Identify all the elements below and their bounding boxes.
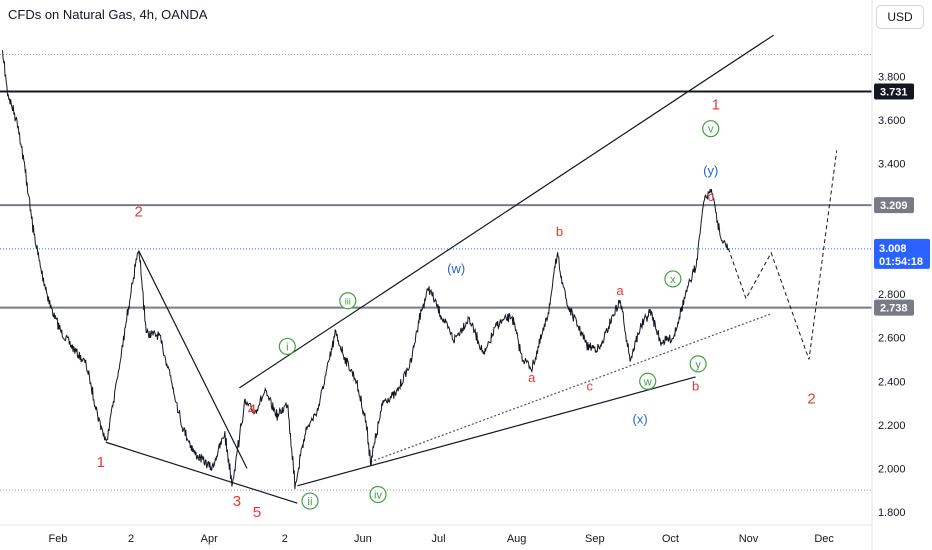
wave-label-5: 5 — [253, 504, 261, 521]
wave-label-1: 1 — [97, 454, 105, 471]
wave-circle-i — [278, 337, 296, 356]
price-series — [2, 50, 729, 490]
wave-circle-ii — [301, 492, 319, 510]
level-tag-label: 2.738 — [880, 303, 908, 315]
wave-label-ii: ii — [308, 496, 313, 508]
wave-label-b: b — [556, 224, 563, 239]
wave-circle-x — [664, 270, 682, 288]
wave-circle-y — [689, 355, 707, 373]
price-tick-label: 2.600 — [878, 333, 906, 345]
wave-label-iii: iii — [345, 297, 351, 307]
wave-label-c: c — [586, 379, 593, 394]
wave-label-a: a — [528, 370, 536, 385]
chart-title: CFDs on Natural Gas, 4h, OANDA — [8, 7, 208, 22]
projection-path — [727, 150, 838, 360]
wave-label-2: 2 — [807, 391, 815, 408]
current-price-label: 3.008 — [879, 243, 907, 255]
trendline-lower-wedge — [105, 441, 298, 504]
trendline-support-line — [297, 376, 696, 487]
wave-circle-iii — [339, 292, 357, 310]
wave-label-iv: iv — [374, 490, 382, 502]
time-tick-label: Dec — [814, 533, 834, 545]
time-tick-label: 2 — [128, 533, 134, 545]
level-tag-3.209 — [874, 197, 914, 214]
wave-circle-w — [639, 372, 657, 390]
wave-label-1: 1 — [712, 97, 720, 114]
level-tag-2.738 — [874, 299, 914, 316]
wave-label-y: y — [695, 359, 701, 371]
time-tick-label: 2 — [282, 533, 288, 545]
time-axis-bg — [0, 525, 872, 550]
time-tick-label: Oct — [662, 533, 679, 545]
price-tick-label: 3.400 — [878, 159, 906, 171]
wave-label-y: (y) — [703, 163, 718, 178]
time-tick-label: Aug — [507, 533, 527, 545]
level-tag-label: 3.209 — [880, 200, 908, 212]
time-tick-label: Jun — [354, 533, 372, 545]
time-tick-label: Sep — [585, 533, 605, 545]
time-tick-label: Feb — [48, 533, 67, 545]
wave-circle-iv — [369, 485, 387, 504]
trendline-upper-channel — [239, 34, 775, 389]
price-tick-label: 2.400 — [878, 376, 906, 388]
price-tick-label: 2.800 — [878, 289, 906, 301]
level-tag-label: 3.731 — [880, 86, 908, 98]
current-price-tag — [874, 238, 930, 269]
countdown-label: 01:54:18 — [879, 256, 923, 268]
time-tick-label: Nov — [739, 533, 759, 545]
wave-label-c: c — [707, 189, 714, 204]
price-tick-label: 3.600 — [878, 115, 906, 127]
trendline-wave-2-to-3 — [138, 250, 248, 469]
level-tag-3.731 — [874, 83, 914, 100]
trendline-dotted-support — [370, 313, 772, 463]
currency-selector-button[interactable]: USD — [876, 5, 924, 29]
wave-label-i: i — [286, 341, 288, 353]
wave-label-3: 3 — [233, 493, 241, 510]
price-tick-label: 3.800 — [878, 71, 906, 83]
time-tick-label: Jul — [431, 533, 445, 545]
price-tick-label: 2.200 — [878, 420, 906, 432]
price-tick-label: 1.800 — [878, 507, 906, 519]
wave-label-2: 2 — [134, 203, 142, 220]
wave-label-b: b — [692, 379, 699, 394]
price-tick-label: 2.000 — [878, 463, 906, 475]
wave-label-v: v — [708, 124, 714, 136]
wave-label-4: 4 — [248, 402, 256, 419]
time-tick-label: Apr — [201, 533, 218, 545]
wave-label-x: x — [670, 274, 676, 286]
wave-label-a: a — [616, 283, 624, 298]
wave-circle-v — [702, 120, 720, 138]
wave-label-w: (w) — [447, 261, 465, 276]
wave-label-x: (x) — [633, 411, 648, 426]
wave-label-w: w — [643, 376, 652, 388]
